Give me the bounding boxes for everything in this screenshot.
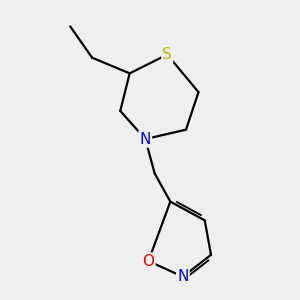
Text: N: N	[177, 269, 188, 284]
Text: O: O	[142, 254, 154, 268]
Text: S: S	[162, 47, 172, 62]
Text: N: N	[140, 131, 151, 146]
